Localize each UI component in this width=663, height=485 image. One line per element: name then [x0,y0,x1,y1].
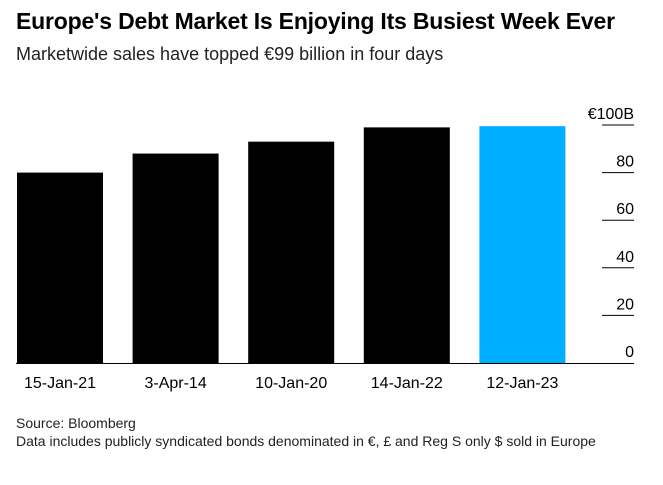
x-tick-label: 12-Jan-23 [486,375,558,392]
chart-title: Europe's Debt Market Is Enjoying Its Bus… [16,8,615,34]
y-tick-label: 60 [616,201,634,218]
bar-14-Jan-22 [363,127,450,363]
bar-15-Jan-21 [17,172,103,363]
source-note: Source: Bloomberg [16,415,136,431]
x-tick-label: 3-Apr-14 [144,375,206,392]
bar-3-Apr-14 [132,153,219,363]
chart-footer: Source: Bloomberg Data includes publicly… [16,414,646,450]
y-tick-label: 40 [616,249,634,266]
y-tick-label: 80 [616,154,634,171]
y-tick-label: 0 [625,344,634,361]
data-note: Data includes publicly syndicated bonds … [16,433,596,449]
bar-12-Jan-23 [479,126,566,363]
y-tick-label: 20 [616,296,634,313]
chart-subtitle: Marketwide sales have topped €99 billion… [16,44,444,64]
y-tick-label: €100B [588,106,634,123]
x-tick-label: 14-Jan-22 [371,375,443,392]
bar-10-Jan-20 [248,141,335,363]
x-tick-label: 15-Jan-21 [24,375,96,392]
x-tick-label: 10-Jan-20 [255,375,327,392]
